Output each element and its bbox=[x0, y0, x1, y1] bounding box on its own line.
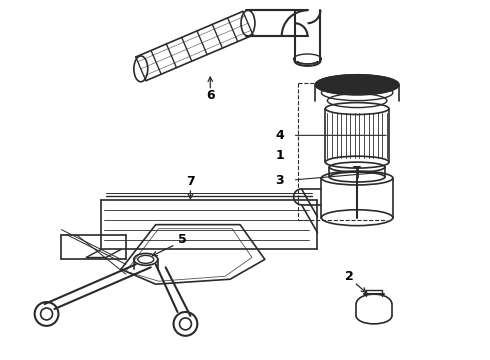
Ellipse shape bbox=[316, 75, 399, 95]
Text: 3: 3 bbox=[275, 174, 284, 186]
Text: 6: 6 bbox=[206, 89, 215, 102]
Text: 2: 2 bbox=[345, 270, 354, 283]
Text: 4: 4 bbox=[275, 129, 284, 142]
Text: 1: 1 bbox=[275, 149, 284, 162]
Text: 5: 5 bbox=[178, 233, 187, 246]
Text: 7: 7 bbox=[186, 175, 195, 189]
